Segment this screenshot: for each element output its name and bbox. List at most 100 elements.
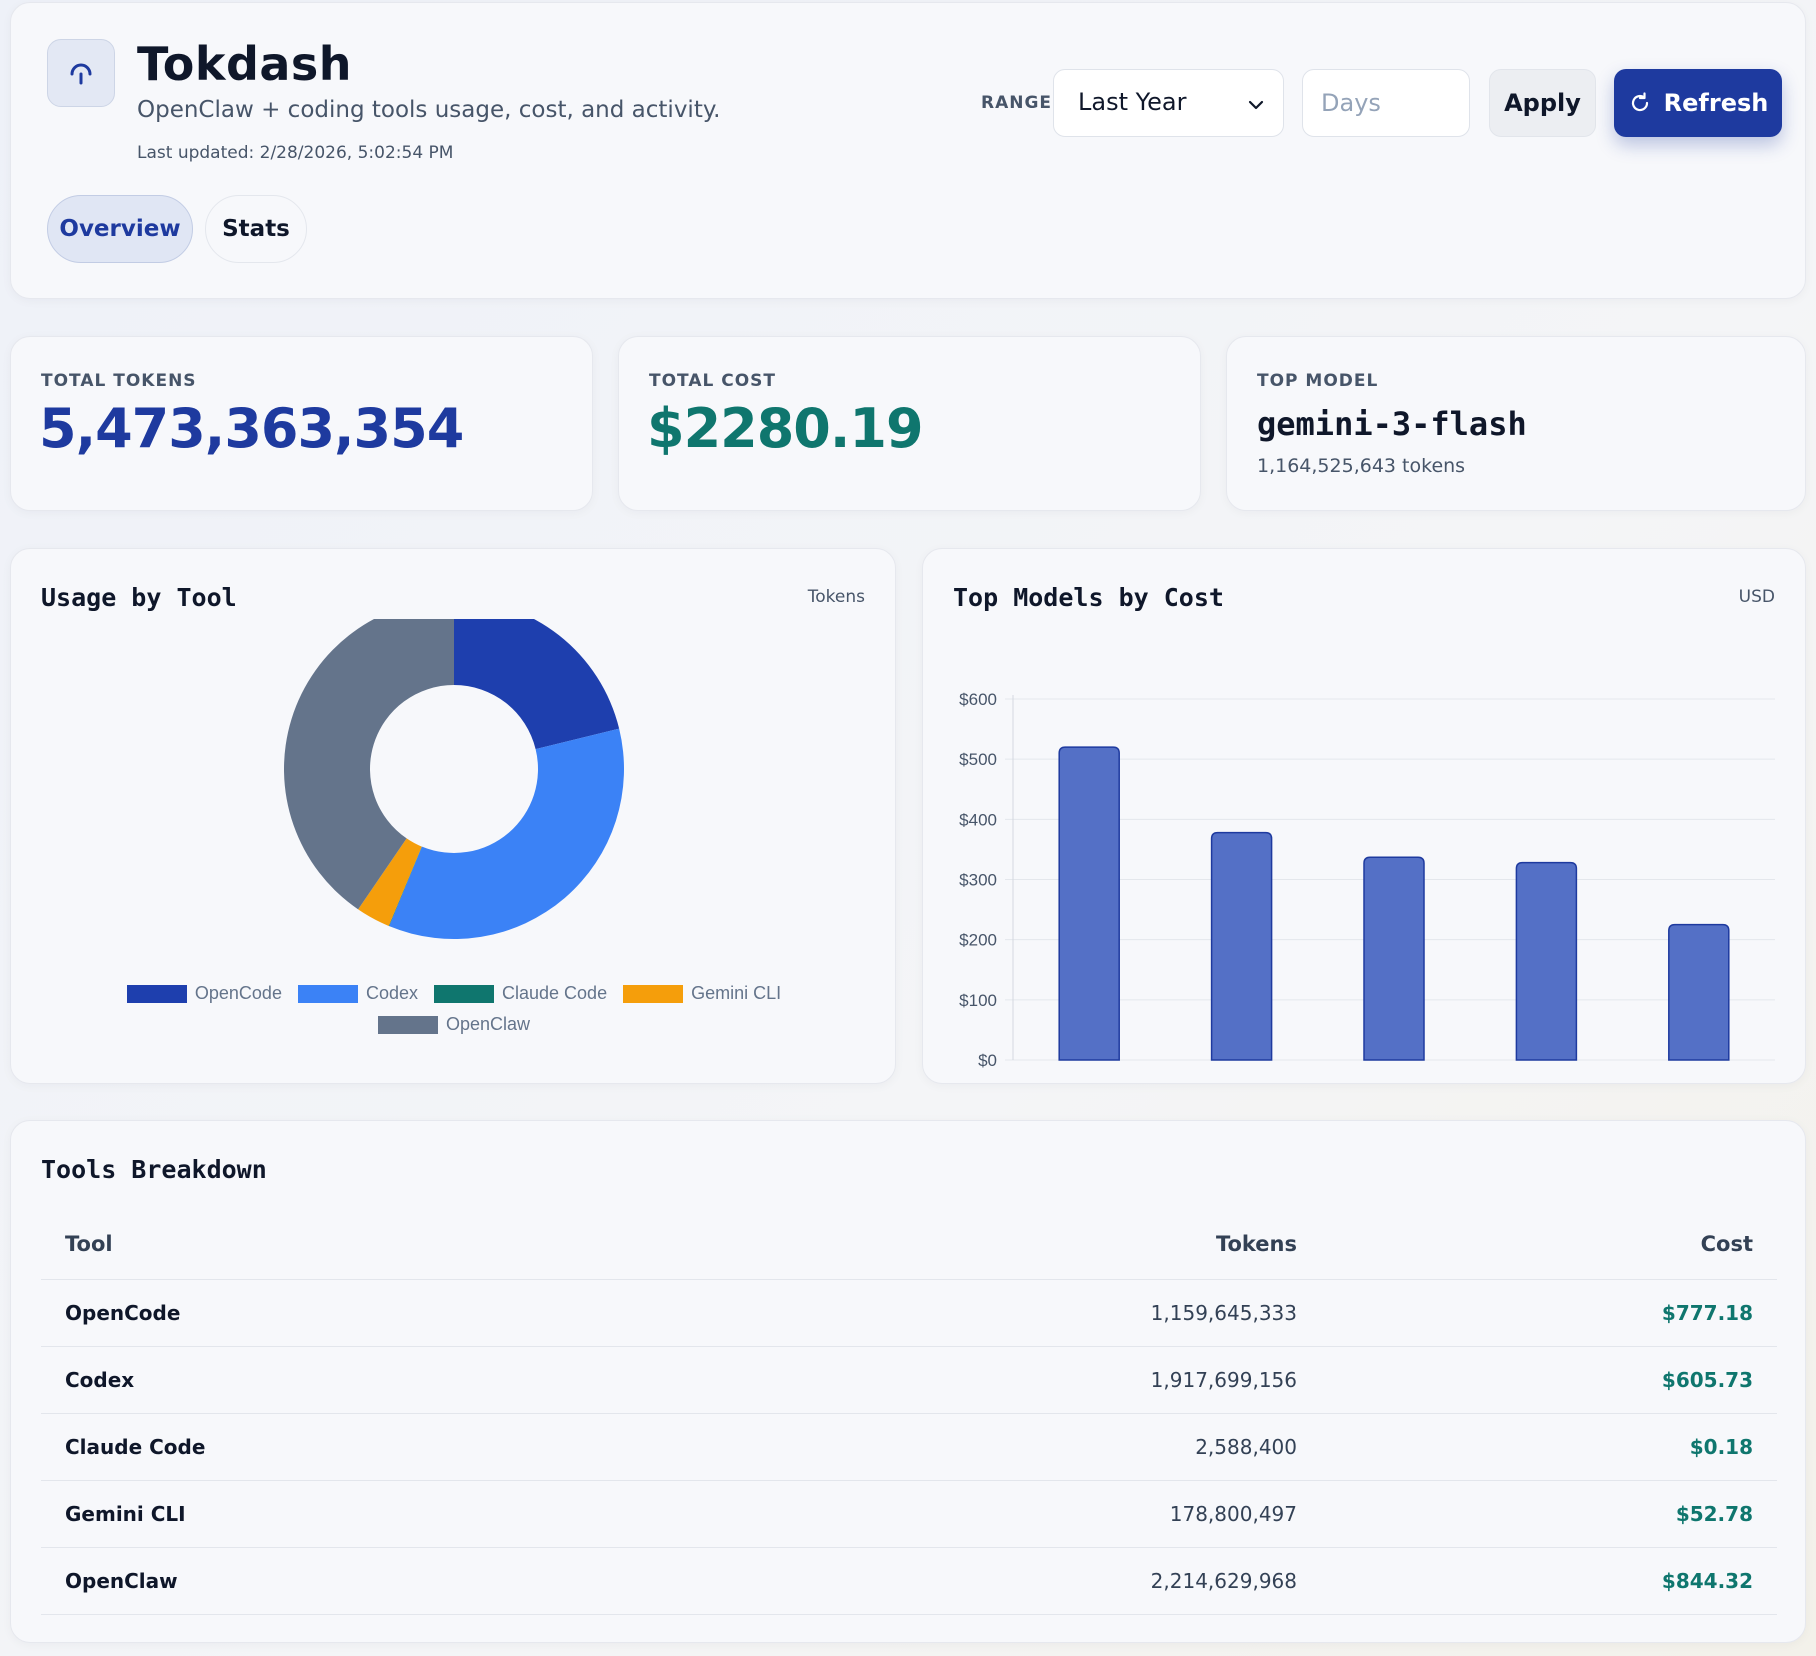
legend-swatch: [297, 984, 358, 1003]
legend-label: Claude Code: [502, 983, 608, 1003]
row-cost: $844.32: [1321, 1547, 1777, 1615]
legend-item[interactable]: Claude Code: [434, 983, 607, 1004]
x-tick-label: gemini-3-flash: [1036, 1076, 1143, 1079]
y-tick-label: $200: [959, 931, 997, 950]
app-title: Tokdash: [137, 37, 353, 91]
total-cost-value: $2280.19: [647, 397, 924, 460]
top-model-card: TOP MODEL gemini-3-flash 1,164,525,643 t…: [1226, 336, 1806, 511]
table-row: OpenClaw 2,214,629,968 $844.32: [41, 1547, 1777, 1615]
row-tokens: 1,159,645,333: [741, 1279, 1321, 1347]
y-tick-label: $100: [959, 991, 997, 1010]
row-cost: $605.73: [1321, 1346, 1777, 1414]
row-cost: $52.78: [1321, 1480, 1777, 1548]
total-cost-card: TOTAL COST $2280.19: [618, 336, 1201, 511]
legend-swatch: [126, 984, 187, 1003]
bar-gpt-5.2-codex[interactable]: [1210, 831, 1273, 1061]
header-cost[interactable]: Cost: [1321, 1209, 1777, 1280]
donut-slice-opencode[interactable]: [454, 619, 620, 750]
header-tokens[interactable]: Tokens: [741, 1209, 1321, 1280]
row-tool: Claude Code: [41, 1413, 741, 1481]
range-select[interactable]: Last Year: [1053, 69, 1284, 137]
legend-swatch: [434, 984, 494, 1003]
bar-gpt-5.3-codex[interactable]: [1668, 923, 1730, 1061]
days-input[interactable]: [1302, 69, 1470, 137]
legend-item[interactable]: OpenClaw: [377, 1014, 531, 1035]
app-subtitle: OpenClaw + coding tools usage, cost, and…: [137, 97, 721, 123]
donut-slice-gemini-cli[interactable]: [358, 838, 422, 926]
row-cost: $777.18: [1321, 1279, 1777, 1347]
apply-button[interactable]: Apply: [1489, 69, 1596, 137]
row-cost: $0.18: [1321, 1413, 1777, 1481]
legend-label: OpenClaw: [445, 1014, 531, 1034]
table-row: Gemini CLI 178,800,497 $52.78: [41, 1480, 1777, 1548]
legend-label: OpenCode: [194, 983, 282, 1003]
range-label: RANGE: [981, 93, 1053, 113]
donut-slice-openclaw[interactable]: [284, 619, 454, 910]
total-cost-label: TOTAL COST: [649, 371, 776, 391]
donut-slice-claude-code[interactable]: [388, 846, 422, 927]
row-tool: Gemini CLI: [41, 1480, 741, 1548]
legend-label: Gemini CLI: [691, 983, 782, 1003]
bar-claude-opus-4.5[interactable]: [1515, 861, 1578, 1061]
tools-breakdown-card: Tools Breakdown Tool Tokens Cost OpenCod…: [10, 1120, 1806, 1643]
models-chart-title: Top Models by Cost: [953, 583, 1224, 612]
row-tool: OpenCode: [41, 1279, 741, 1347]
table-header-row: Tool Tokens Cost: [41, 1209, 1777, 1280]
usage-chart-title: Usage by Tool: [41, 583, 237, 612]
row-tool: OpenClaw: [41, 1547, 741, 1615]
row-tokens: 1,917,699,156: [741, 1346, 1321, 1414]
legend-item[interactable]: Codex: [297, 983, 418, 1004]
top-model-name: gemini-3-flash: [1257, 405, 1527, 443]
y-tick-label: $600: [959, 690, 997, 709]
bar-gpt-5.2[interactable]: [1363, 856, 1425, 1061]
table-row: OpenCode 1,159,645,333 $777.18: [41, 1279, 1777, 1347]
top-model-tokens: 1,164,525,643 tokens: [1257, 455, 1466, 477]
row-tool: Codex: [41, 1346, 741, 1414]
tools-breakdown-title: Tools Breakdown: [41, 1155, 267, 1184]
range-select-value: Last Year: [1078, 88, 1187, 116]
x-tick-label: gpt-5.3-codex: [1647, 1076, 1751, 1079]
legend-label: Codex: [365, 983, 418, 1003]
row-tokens: 2,588,400: [741, 1413, 1321, 1481]
refresh-icon: [1631, 92, 1648, 112]
y-tick-label: $400: [959, 810, 997, 829]
row-tokens: 178,800,497: [741, 1480, 1321, 1548]
donut-slice-codex[interactable]: [389, 728, 624, 939]
app-logo: [47, 39, 115, 107]
tab-overview[interactable]: Overview: [47, 195, 193, 263]
header-tool[interactable]: Tool: [41, 1209, 741, 1280]
header-card: Tokdash OpenClaw + coding tools usage, c…: [10, 2, 1806, 299]
table-row: Claude Code 2,588,400 $0.18: [41, 1413, 1777, 1481]
models-chart-unit: USD: [1738, 587, 1775, 607]
x-tick-label: gpt-5.2: [1368, 1076, 1421, 1079]
total-tokens-card: TOTAL TOKENS 5,473,363,354: [10, 336, 593, 511]
total-tokens-label: TOTAL TOKENS: [41, 371, 197, 391]
usage-chart-legend: OpenCode Codex Claude Code Gemini CLI OpenCl…: [51, 983, 857, 1035]
legend-item[interactable]: Gemini CLI: [623, 983, 781, 1004]
usage-donut-chart: [284, 619, 624, 939]
top-models-card: Top Models by Cost USD $0 $100 $200 $300 $40…: [922, 548, 1806, 1084]
refresh-button[interactable]: Refresh: [1614, 69, 1782, 137]
legend-swatch: [377, 1015, 438, 1034]
gauge-icon: [70, 63, 92, 85]
bar-gemini-3-flash[interactable]: [1058, 746, 1120, 1061]
last-updated: Last updated: 2/28/2026, 5:02:54 PM: [137, 143, 454, 163]
top-model-label: TOP MODEL: [1257, 371, 1379, 391]
y-tick-label: $300: [959, 871, 997, 890]
table-row: Codex 1,917,699,156 $605.73: [41, 1346, 1777, 1414]
refresh-label: Refresh: [1663, 89, 1769, 117]
row-tokens: 2,214,629,968: [741, 1547, 1321, 1615]
usage-chart-unit: Tokens: [807, 587, 865, 607]
tab-stats[interactable]: Stats: [205, 195, 307, 263]
legend-item[interactable]: OpenCode: [126, 983, 282, 1004]
chevron-down-icon: [1248, 100, 1264, 110]
y-tick-label: $0: [978, 1051, 997, 1070]
x-tick-label: claude-opus-4.5: [1485, 1076, 1607, 1079]
total-tokens-value: 5,473,363,354: [39, 397, 464, 460]
usage-by-tool-card: Usage by Tool Tokens OpenCode Codex Claude…: [10, 548, 896, 1084]
tools-table: Tool Tokens Cost OpenCode 1,159,645,333 …: [41, 1209, 1777, 1615]
legend-swatch: [623, 984, 684, 1003]
x-tick-label: gpt-5.2-codex: [1190, 1076, 1294, 1079]
models-bar-chart: $0 $100 $200 $300 $400 $500 $600 gemini-3-flash…: [959, 690, 1775, 1079]
y-tick-label: $500: [959, 750, 997, 769]
